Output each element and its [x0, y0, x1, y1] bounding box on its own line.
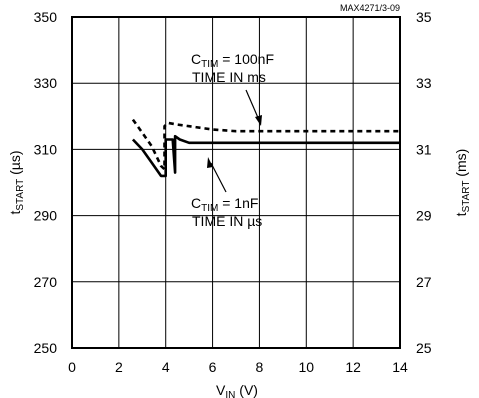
- annotation-lower: CTIM = 1nF TIME IN µs: [191, 195, 262, 229]
- annotation-lower-line1: CTIM = 1nF: [191, 195, 258, 214]
- x-tick-label: 10: [298, 359, 314, 375]
- y-right-tick-label: 35: [416, 9, 432, 25]
- x-tick-label: 6: [209, 359, 217, 375]
- y-left-tick-label: 290: [34, 208, 58, 224]
- annotation-upper-leader: [245, 89, 260, 121]
- x-axis-label: VIN (V): [216, 382, 258, 398]
- y-left-tick-label: 310: [34, 141, 58, 157]
- y-left-tick-label: 250: [34, 340, 58, 356]
- series-line-solid: [131, 134, 400, 178]
- annotation-upper-arrowhead: [255, 115, 262, 126]
- plot-frame: [71, 16, 401, 349]
- x-tick-label: 8: [256, 359, 264, 375]
- series-line-dashed: [131, 118, 400, 171]
- x-tick-label: 0: [68, 359, 76, 375]
- annotation-upper-line2: TIME IN ms: [192, 69, 266, 85]
- x-tick-label: 4: [162, 359, 170, 375]
- annotation-lower-leader: [210, 162, 227, 193]
- y-right-tick-label: 29: [416, 208, 432, 224]
- y-axis-left-label: tSTART (µs): [7, 150, 26, 214]
- y-right-tick-label: 25: [416, 340, 432, 356]
- y-left-tick-label: 330: [34, 75, 58, 91]
- x-tick-label: 12: [345, 359, 361, 375]
- y-right-tick-label: 31: [416, 141, 432, 157]
- x-tick-label: 14: [392, 359, 408, 375]
- y-right-tick-label: 27: [416, 274, 432, 290]
- y-right-tick-label: 33: [416, 75, 432, 91]
- annotation-lower-arrowhead: [207, 157, 213, 168]
- annotation-lower-line2: TIME IN µs: [192, 213, 262, 229]
- ticks-layer: 0 2 4 6 8 10 12 14 250 270 290 310 330 350 25 27 29 31 33 3…: [34, 9, 432, 375]
- annotation-upper-line1: CTIM = 100nF: [191, 51, 274, 70]
- series-layer: [131, 118, 400, 178]
- annotation-upper: CTIM = 100nF TIME IN ms: [191, 51, 274, 85]
- x-tick-label: 2: [115, 359, 123, 375]
- y-axis-right-label: tSTART (ms): [453, 149, 472, 217]
- grid: [72, 17, 400, 348]
- y-left-tick-label: 350: [34, 9, 58, 25]
- y-left-tick-label: 270: [34, 274, 58, 290]
- chart-code: MAX4271/3-09: [340, 3, 400, 13]
